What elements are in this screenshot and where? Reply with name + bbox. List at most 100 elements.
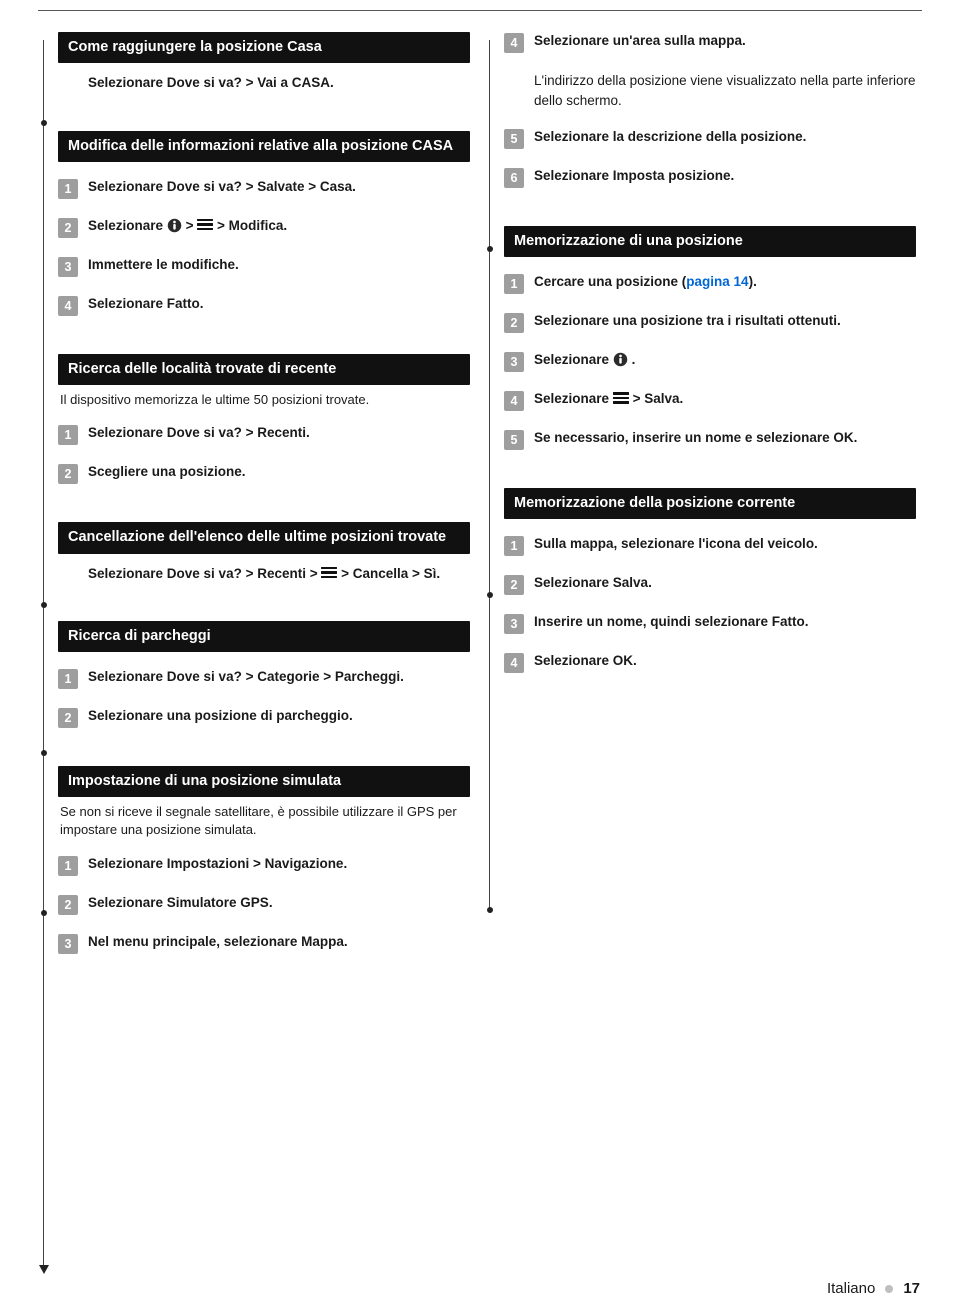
step-text: Selezionare OK. <box>534 652 916 671</box>
vnode <box>41 910 47 916</box>
right-column: 4 Selezionare un'area sulla mappa. L'ind… <box>504 32 916 972</box>
txt: Cercare una posizione ( <box>534 274 686 289</box>
step-2: 2 Selezionare una posizione di parcheggi… <box>58 707 470 728</box>
step-text: Selezionare Fatto. <box>88 295 470 314</box>
step-1: 1 Selezionare Dove si va? > Salvate > Ca… <box>58 178 470 199</box>
step-6: 6 Selezionare Imposta posizione. <box>504 167 916 188</box>
two-column-layout: Come raggiungere la posizione Casa Selez… <box>0 0 960 972</box>
txt: . <box>632 352 636 367</box>
vnode <box>41 750 47 756</box>
step-text: Scegliere una posizione. <box>88 463 470 482</box>
step-2: 2 Selezionare > > Modifica. <box>58 217 470 238</box>
menu-icon <box>197 219 213 231</box>
step-number: 2 <box>58 464 78 484</box>
step-4: 4 Selezionare OK. <box>504 652 916 673</box>
section-sub: Il dispositivo memorizza le ultime 50 po… <box>60 389 470 409</box>
step-4: 4 Selezionare Fatto. <box>58 295 470 316</box>
step-number: 1 <box>58 669 78 689</box>
step-1: 1 Sulla mappa, selezionare l'icona del v… <box>504 535 916 556</box>
step-number: 2 <box>504 575 524 595</box>
step-text: Selezionare la descrizione della posizio… <box>534 128 916 147</box>
step-number: 2 <box>504 313 524 333</box>
step-2: 2 Selezionare una posizione tra i risult… <box>504 312 916 333</box>
step-number: 2 <box>58 708 78 728</box>
step-text: Selezionare Dove si va? > Categorie > Pa… <box>88 668 470 687</box>
step-text: Selezionare Imposta posizione. <box>534 167 916 186</box>
heading-cancella-recenti: Cancellazione dell'elenco delle ultime p… <box>58 522 470 553</box>
heading-casa: Come raggiungere la posizione Casa <box>58 32 470 63</box>
heading-parcheggi: Ricerca di parcheggi <box>58 621 470 652</box>
info-icon <box>613 352 628 367</box>
step-number: 4 <box>504 391 524 411</box>
step-text: Selezionare una posizione di parcheggio. <box>88 707 470 726</box>
txt: > Cancella > Sì. <box>341 566 440 581</box>
step-number: 1 <box>58 179 78 199</box>
step-text: Selezionare Dove si va? > Recenti > > Ca… <box>88 564 470 584</box>
step-text: Selezionare Dove si va? > Recenti. <box>88 424 470 443</box>
txt: Selezionare <box>534 391 613 406</box>
step-number: 1 <box>504 536 524 556</box>
step-5: 5 Selezionare la descrizione della posiz… <box>504 128 916 149</box>
info-icon <box>167 218 182 233</box>
step-number: 3 <box>58 934 78 954</box>
info-paragraph: L'indirizzo della posizione viene visual… <box>534 71 916 110</box>
step-number: 4 <box>504 33 524 53</box>
vline-arrow <box>39 1265 49 1274</box>
step-2: 2 Selezionare Salva. <box>504 574 916 595</box>
step-text: Selezionare Dove si va? > Salvate > Casa… <box>88 178 470 197</box>
step-3: 3 Immettere le modifiche. <box>58 256 470 277</box>
vline-right <box>489 40 490 910</box>
heading-modifica-casa: Modifica delle informazioni relative all… <box>58 131 470 162</box>
step-2: 2 Scegliere una posizione. <box>58 463 470 484</box>
step-3: 3 Nel menu principale, selezionare Mappa… <box>58 933 470 954</box>
page-link[interactable]: pagina 14 <box>686 274 748 289</box>
step-1: 1 Cercare una posizione (pagina 14). <box>504 273 916 294</box>
menu-icon <box>613 392 629 404</box>
step-text: Selezionare Impostazioni > Navigazione. <box>88 855 470 874</box>
step-number: 2 <box>58 895 78 915</box>
txt: Selezionare Dove si va? > Recenti > <box>88 566 321 581</box>
vnode <box>487 246 493 252</box>
vnode <box>487 907 493 913</box>
step-number: 2 <box>58 218 78 238</box>
step-text: Selezionare Salva. <box>534 574 916 593</box>
step-1: 1 Selezionare Dove si va? > Categorie > … <box>58 668 470 689</box>
footer-bullet-icon <box>885 1285 893 1293</box>
page-footer: Italiano 17 <box>827 1280 920 1297</box>
heading-memorizzazione: Memorizzazione di una posizione <box>504 226 916 257</box>
section-sub: Se non si riceve il segnale satellitare,… <box>60 801 470 838</box>
step-text: Selezionare Dove si va? > Vai a CASA. <box>88 73 470 93</box>
step-2: 2 Selezionare Simulatore GPS. <box>58 894 470 915</box>
step-text: Selezionare . <box>534 351 916 370</box>
footer-page-number: 17 <box>903 1280 920 1297</box>
heading-simulata: Impostazione di una posizione simulata <box>58 766 470 797</box>
heading-recenti: Ricerca delle località trovate di recent… <box>58 354 470 385</box>
step-3: 3 Inserire un nome, quindi selezionare F… <box>504 613 916 634</box>
step-5: 5 Se necessario, inserire un nome e sele… <box>504 429 916 450</box>
step-4: 4 Selezionare > Salva. <box>504 390 916 411</box>
vnode <box>41 120 47 126</box>
step-number: 4 <box>504 653 524 673</box>
step-number: 3 <box>58 257 78 277</box>
step-text: Selezionare > > Modifica. <box>88 217 470 236</box>
txt: > Salva. <box>633 391 684 406</box>
step-text: Selezionare un'area sulla mappa. <box>534 32 916 51</box>
step-number: 1 <box>504 274 524 294</box>
step-number: 5 <box>504 430 524 450</box>
step-number: 1 <box>58 425 78 445</box>
footer-language: Italiano <box>827 1280 875 1297</box>
step-number: 3 <box>504 614 524 634</box>
heading-memorizzazione-corrente: Memorizzazione della posizione corrente <box>504 488 916 519</box>
txt: Selezionare <box>88 218 167 233</box>
txt: Selezionare <box>534 352 613 367</box>
step-text: Cercare una posizione (pagina 14). <box>534 273 916 292</box>
menu-icon <box>321 567 337 579</box>
step-1: 1 Selezionare Impostazioni > Navigazione… <box>58 855 470 876</box>
txt: ). <box>749 274 757 289</box>
vnode <box>41 602 47 608</box>
step-number: 3 <box>504 352 524 372</box>
step-text: Immettere le modifiche. <box>88 256 470 275</box>
step-text: Selezionare una posizione tra i risultat… <box>534 312 916 331</box>
step-text: Inserire un nome, quindi selezionare Fat… <box>534 613 916 632</box>
step-number: 4 <box>58 296 78 316</box>
